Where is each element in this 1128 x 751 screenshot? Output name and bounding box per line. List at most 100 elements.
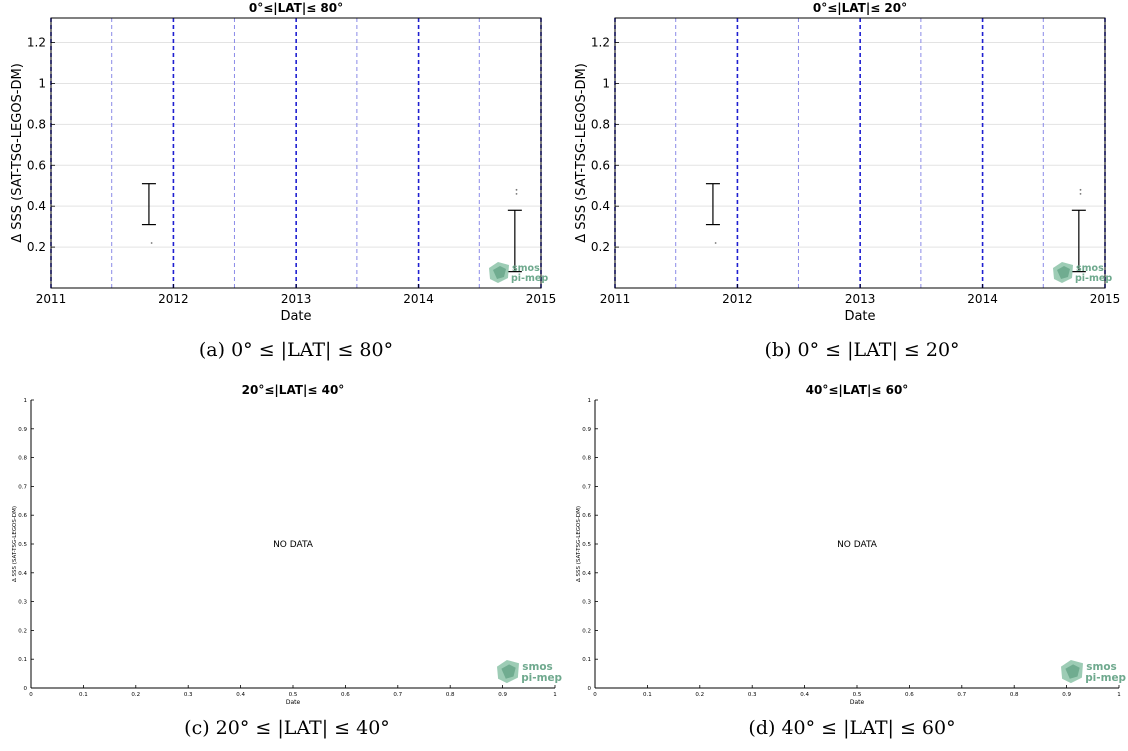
- chart-title: 0°≤|LAT|≤ 80°: [249, 1, 343, 15]
- x-tick-label: 2014: [403, 292, 434, 306]
- x-tick-label: 0.9: [498, 692, 507, 698]
- logo-text-line1: smos: [512, 263, 540, 274]
- logo-text-line1: smos: [1076, 263, 1104, 274]
- y-tick-label: 0.4: [27, 199, 46, 213]
- x-tick-label: 0.5: [853, 692, 862, 698]
- chart-panel-b: 0.2 0.4 0.6 0.8 1 1.2 2011 2012 2013 2014 2015 0°≤|…: [574, 1, 1121, 324]
- x-tick-label: 0.9: [1062, 692, 1071, 698]
- y-tick-label: 0.8: [27, 117, 46, 131]
- y-tick-label: 0.2: [591, 240, 610, 254]
- caption-panel-d: (d) 40° ≤ |LAT| ≤ 60°: [748, 717, 956, 739]
- data-point: [1079, 193, 1082, 195]
- y-tick-label: 0.4: [582, 571, 591, 577]
- x-tick-label: 0.8: [1010, 692, 1019, 698]
- x-tick-label: 2013: [845, 292, 876, 306]
- error-bar: [507, 209, 522, 273]
- y-tick-label: 0.3: [582, 600, 591, 606]
- x-tick-label: 1: [553, 692, 557, 698]
- logo-text-line2: pi-mep: [1085, 672, 1126, 684]
- caption-panel-c: (c) 20° ≤ |LAT| ≤ 40°: [184, 717, 390, 739]
- chart-title: 40°≤|LAT|≤ 60°: [806, 383, 909, 397]
- x-tick-label: 2013: [281, 292, 312, 306]
- no-data-annotation: NO DATA: [273, 540, 314, 550]
- y-tick-label: 0.5: [18, 542, 27, 548]
- y-tick-label: 0.8: [582, 456, 591, 462]
- y-tick-label: 0.2: [27, 240, 46, 254]
- x-tick-label: 0.4: [236, 692, 245, 698]
- x-tick-label: 0.7: [393, 692, 402, 698]
- error-bar: [705, 183, 720, 226]
- chart-panel-a: 0.2 0.4 0.6 0.8 1 1.2 2011 2012 2013 2014 2015 0°≤|…: [10, 1, 557, 324]
- y-tick-label: 0.8: [18, 456, 27, 462]
- caption-panel-b: (b) 0° ≤ |LAT| ≤ 20°: [764, 339, 960, 361]
- data-point: [714, 242, 717, 244]
- y-axis-label: Δ SSS (SAT-TSG-LEGOS-DM): [10, 63, 25, 243]
- logo-text-line1: smos: [1086, 661, 1116, 673]
- x-tick-label: 2012: [722, 292, 753, 306]
- y-tick-label: 0.1: [582, 657, 591, 663]
- data-point: [515, 188, 518, 191]
- x-axis-label: Date: [844, 309, 875, 324]
- y-tick-label: 0.9: [18, 427, 27, 433]
- y-tick-label: 1.2: [27, 36, 46, 50]
- logo-mark-icon: [501, 664, 516, 679]
- y-tick-label: 0.6: [591, 158, 610, 172]
- chart-panel-d: 0 0.1 0.2 0.3 0.4 0.5 0.6 0.7 0.8 0.9 1 0 0.1 0.2 0.3 0…: [576, 383, 1126, 706]
- chart-title: 0°≤|LAT|≤ 20°: [813, 1, 907, 15]
- x-tick-label: 2015: [1090, 292, 1121, 306]
- data-point: [515, 193, 518, 195]
- x-axis-label: Date: [286, 699, 301, 706]
- logo-mark-icon: [493, 266, 506, 279]
- x-tick-label: 0: [29, 692, 33, 698]
- x-tick-label: 0.1: [643, 692, 652, 698]
- logo-text-line1: smos: [522, 661, 552, 673]
- y-axis-label: Δ SSS (SAT-TSG-LEGOS-DM): [574, 63, 589, 243]
- x-tick-label: 0.3: [184, 692, 193, 698]
- y-tick-label: 0.6: [18, 513, 27, 519]
- y-tick-label: 0.5: [582, 542, 591, 548]
- logo-mark-icon: [1057, 266, 1070, 279]
- x-tick-label: 0: [593, 692, 597, 698]
- y-tick-label: 0.8: [591, 117, 610, 131]
- y-tick-label: 0: [588, 686, 592, 692]
- data-point: [150, 242, 153, 244]
- x-tick-label: 2015: [526, 292, 557, 306]
- y-tick-label: 1.2: [591, 36, 610, 50]
- x-tick-label: 0.3: [748, 692, 757, 698]
- y-axis-label: Δ SSS (SAT-TSG-LEGOS-DM): [12, 506, 18, 582]
- y-tick-label: 0.9: [582, 427, 591, 433]
- x-tick-label: 0.2: [131, 692, 140, 698]
- y-axis-label: Δ SSS (SAT-TSG-LEGOS-DM): [576, 506, 582, 582]
- x-axis-label: Date: [280, 309, 311, 324]
- x-axis-label: Date: [850, 699, 865, 706]
- y-tick-label: 0.4: [591, 199, 610, 213]
- logo-text-line2: pi-mep: [511, 273, 548, 284]
- data-point: [1079, 188, 1082, 191]
- chart-panel-c: 0 0.1 0.2 0.3 0.4 0.5 0.6 0.7 0.8 0.9 1 0 0.1 0.2 0.3 0…: [12, 383, 562, 706]
- x-tick-label: 2011: [36, 292, 67, 306]
- x-tick-label: 0.5: [289, 692, 298, 698]
- x-tick-label: 2011: [600, 292, 631, 306]
- logo-text-line2: pi-mep: [1075, 273, 1112, 284]
- x-tick-label: 0.6: [905, 692, 914, 698]
- y-tick-label: 0.1: [18, 657, 27, 663]
- error-bar: [1071, 209, 1086, 273]
- caption-panel-a: (a) 0° ≤ |LAT| ≤ 80°: [198, 339, 394, 361]
- error-bar: [141, 183, 156, 226]
- x-tick-label: 2012: [158, 292, 189, 306]
- x-tick-label: 1: [1117, 692, 1121, 698]
- no-data-annotation: NO DATA: [837, 540, 878, 550]
- y-tick-label: 0.2: [582, 628, 591, 634]
- y-tick-label: 0.6: [27, 158, 46, 172]
- y-tick-label: 0: [24, 686, 28, 692]
- y-tick-label: 1: [602, 76, 610, 90]
- x-tick-label: 0.7: [957, 692, 966, 698]
- y-tick-label: 1: [24, 398, 28, 404]
- y-tick-label: 0.6: [582, 513, 591, 519]
- chart-title: 20°≤|LAT|≤ 40°: [242, 383, 345, 397]
- y-tick-label: 1: [38, 76, 46, 90]
- y-tick-label: 0.2: [18, 628, 27, 634]
